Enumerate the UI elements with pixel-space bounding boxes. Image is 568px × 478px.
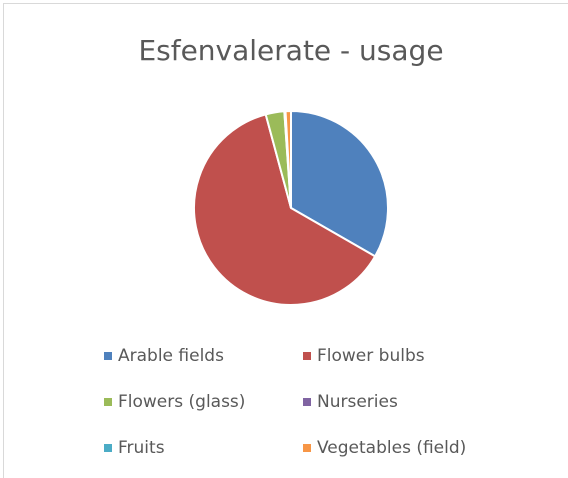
legend-label: Flower bulbs	[317, 346, 425, 366]
legend-swatch	[104, 444, 112, 452]
legend-label: Arable fields	[118, 346, 224, 366]
pie-slice	[284, 109, 292, 209]
legend-label: Vegetables (field)	[317, 438, 466, 458]
pie-slice	[193, 113, 377, 306]
legend-swatch	[303, 444, 311, 452]
legend-swatch	[104, 352, 112, 360]
legend-label: Flowers (glass)	[118, 392, 245, 412]
legend-swatch	[303, 398, 311, 406]
legend-label: Fruits	[118, 438, 165, 458]
legend-swatch	[303, 352, 311, 360]
pie-slice	[290, 109, 389, 258]
legend-label: Nurseries	[317, 392, 398, 412]
legend-swatch	[104, 398, 112, 406]
chart-title: Esfenvalerate - usage	[138, 34, 443, 67]
